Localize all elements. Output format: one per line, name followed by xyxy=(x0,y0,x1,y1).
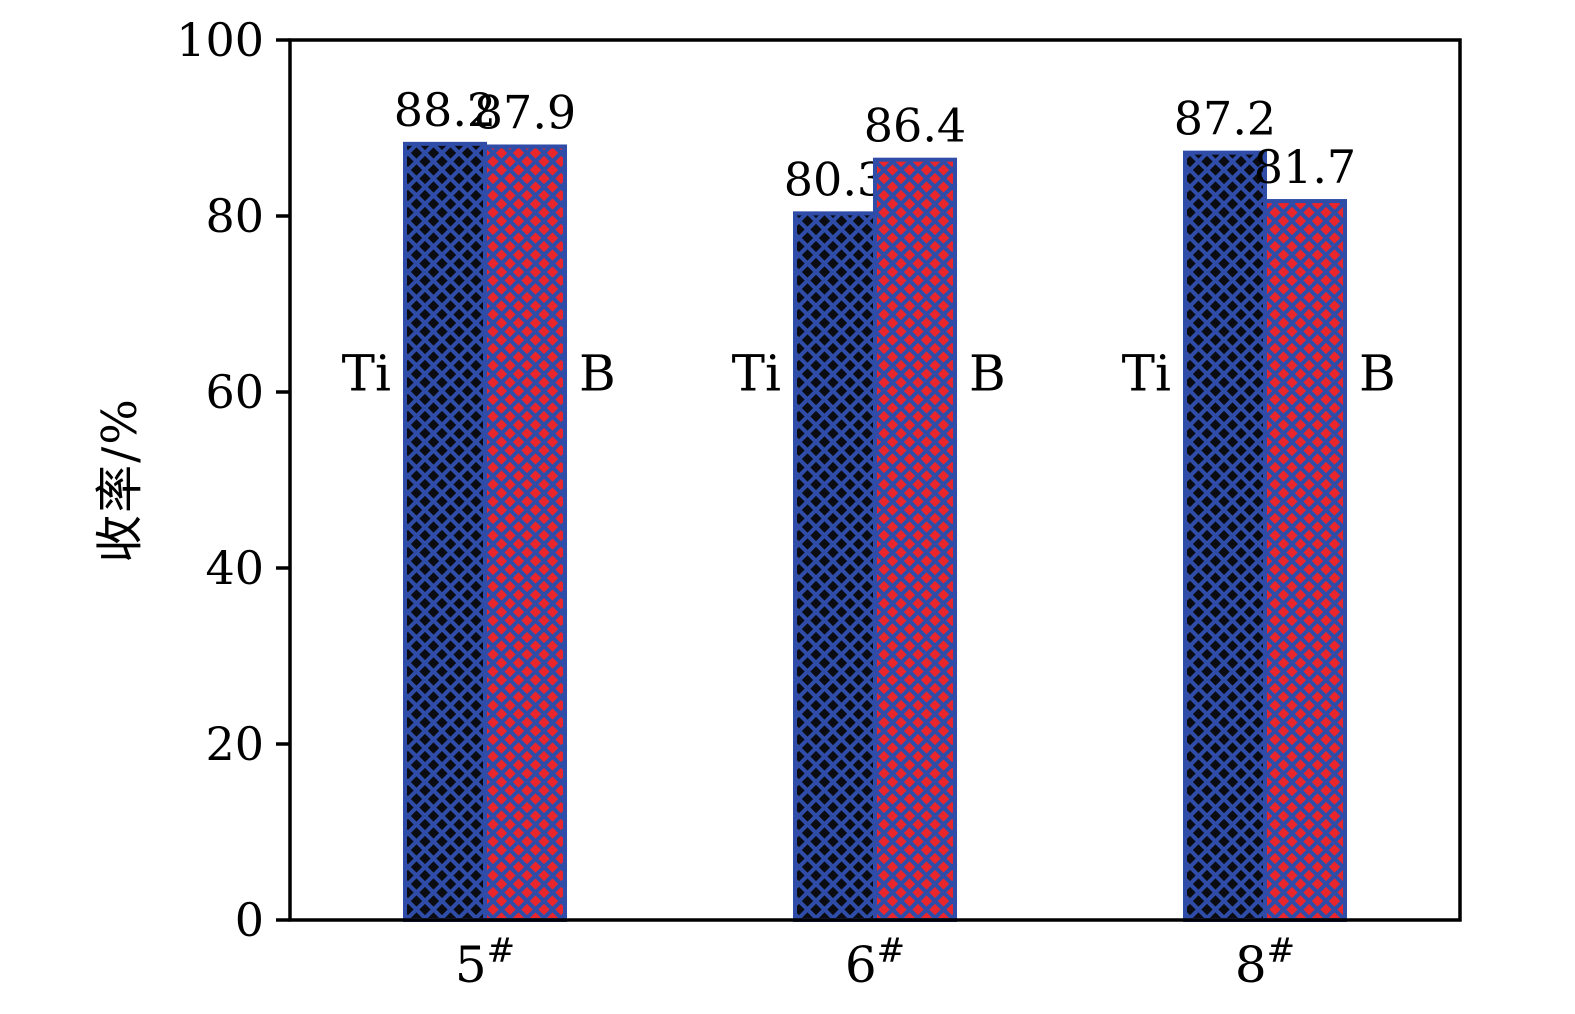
value-label: 86.4 xyxy=(864,99,966,153)
y-tick-label: 20 xyxy=(205,717,264,771)
y-tick-label: 100 xyxy=(176,13,264,67)
value-label: 81.7 xyxy=(1254,140,1356,194)
y-axis-label: 收率/% xyxy=(92,397,148,563)
x-tick-label: 6# xyxy=(845,931,905,994)
series-label-ti: Ti xyxy=(1122,344,1171,402)
x-tick-label: 5# xyxy=(455,931,515,994)
bar-b-8 xyxy=(1263,199,1347,923)
bar-ti-8 xyxy=(1183,150,1267,922)
y-tick-label: 40 xyxy=(205,541,264,595)
bar-b-6 xyxy=(873,157,957,922)
bar-b-5 xyxy=(483,144,567,923)
value-label: 87.2 xyxy=(1174,92,1276,146)
bar-ti-5 xyxy=(403,141,487,922)
series-label-ti: Ti xyxy=(732,344,781,402)
value-label: 87.9 xyxy=(474,85,576,139)
series-label-b: B xyxy=(969,344,1006,402)
series-label-b: B xyxy=(579,344,616,402)
plot-frame xyxy=(288,38,1462,922)
value-label: 80.3 xyxy=(784,152,886,206)
value-label: 88.2 xyxy=(394,83,496,137)
y-tick-label: 60 xyxy=(205,365,264,419)
x-tick-label: 8# xyxy=(1235,931,1295,994)
bar-ti-6 xyxy=(793,211,877,923)
y-tick-label: 0 xyxy=(235,893,264,947)
series-label-b: B xyxy=(1359,344,1396,402)
series-label-ti: Ti xyxy=(342,344,391,402)
y-tick-label: 80 xyxy=(205,189,264,243)
